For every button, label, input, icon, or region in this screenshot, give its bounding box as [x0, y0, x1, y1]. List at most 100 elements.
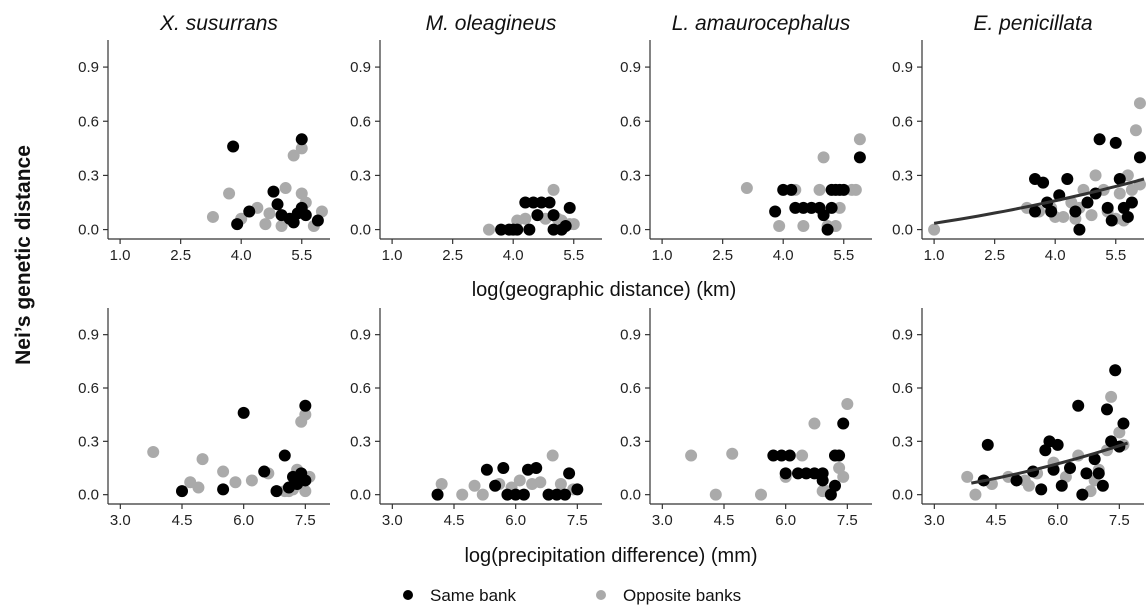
- panel-3: L. amaurocephalus 0.0 0.3 0.6 0.9 1.0 2.5 4.0 5.…: [620, 12, 872, 264]
- y-tick-label: 0.9: [892, 59, 913, 76]
- x-tick-label: 3.0: [652, 512, 673, 529]
- opposite-banks-point: [797, 219, 810, 232]
- y-tick-label: 0.3: [78, 167, 99, 184]
- y-tick-label: 0.3: [350, 167, 371, 184]
- same-bank-point: [1037, 176, 1050, 189]
- same-bank-point: [489, 479, 502, 492]
- x-tick-label: 7.5: [295, 512, 316, 529]
- y-tick-label: 0.6: [350, 380, 371, 397]
- opposite-banks-point: [685, 449, 698, 462]
- opposite-banks-point: [833, 462, 846, 474]
- y-tick-label: 0.3: [892, 433, 913, 450]
- panel-title: L. amaurocephalus: [672, 12, 851, 35]
- opposite-banks-point: [295, 142, 308, 155]
- same-bank-point: [783, 449, 796, 462]
- opposite-banks-point: [206, 210, 219, 223]
- same-bank-point: [563, 467, 576, 480]
- panel-6: 0.0 0.3 0.6 0.9 3.0 4.5 6.0 7.5: [350, 308, 602, 529]
- same-bank-point: [1125, 196, 1138, 209]
- same-bank-point: [1133, 151, 1146, 164]
- opposite-banks-point: [295, 187, 308, 200]
- same-bank-point: [779, 467, 792, 480]
- opposite-banks-point: [482, 223, 495, 236]
- same-bank-point: [176, 485, 188, 498]
- x-tick-label: 5.5: [563, 247, 584, 264]
- trend-line: [971, 441, 1129, 485]
- same-bank-point: [1101, 201, 1114, 214]
- opposite-banks-point: [476, 488, 489, 501]
- same-bank-point: [1010, 474, 1023, 487]
- opposite-banks-point: [217, 465, 230, 478]
- x-tick-label: 1.0: [382, 247, 403, 264]
- same-bank-point: [1109, 364, 1122, 377]
- same-bank-point: [829, 479, 841, 492]
- y-tick-label: 0.3: [620, 167, 641, 184]
- y-tick-label: 0.3: [620, 433, 641, 450]
- same-bank-point: [1073, 223, 1086, 236]
- y-tick-label: 0.0: [892, 222, 913, 239]
- points-group: [147, 399, 316, 498]
- opposite-banks-point: [299, 485, 312, 498]
- x-tick-label: 6.0: [775, 512, 796, 529]
- x-tick-label: 4.0: [503, 247, 524, 264]
- points-group: [685, 398, 854, 501]
- panel-7: 0.0 0.3 0.6 0.9 3.0 4.5 6.0 7.5: [620, 308, 872, 529]
- same-bank-point: [1109, 136, 1122, 149]
- x-tick-label: 2.5: [984, 247, 1005, 264]
- same-bank-point: [531, 209, 544, 222]
- same-bank-point: [543, 196, 556, 209]
- x-tick-label: 2.5: [442, 247, 463, 264]
- opposite-banks-point: [849, 183, 862, 196]
- trend-line: [933, 177, 1145, 225]
- opposite-banks-point: [817, 151, 830, 164]
- x-tick-label: 4.5: [714, 512, 735, 529]
- opposite-banks-point: [456, 488, 469, 501]
- same-bank-point: [530, 462, 543, 474]
- same-bank-point: [1072, 399, 1085, 412]
- same-bank-point: [1051, 438, 1064, 451]
- opposite-banks-point: [526, 478, 539, 490]
- x-tick-label: 3.0: [110, 512, 131, 529]
- legend-marker-same-bank: [403, 590, 413, 600]
- same-bank-point: [227, 140, 240, 153]
- opposite-banks-point: [519, 212, 532, 225]
- y-tick-label: 0.6: [78, 113, 99, 130]
- y-tick-label: 0.9: [78, 59, 99, 76]
- x-tick-label: 5.5: [833, 247, 854, 264]
- panel-title: E. penicillata: [973, 12, 1092, 35]
- same-bank-point: [547, 223, 560, 236]
- same-bank-point: [1088, 453, 1101, 466]
- y-tick-label: 0.9: [620, 327, 641, 344]
- opposite-banks-point: [547, 183, 560, 196]
- same-bank-point: [1101, 403, 1113, 416]
- opposite-banks-point: [554, 478, 567, 490]
- opposite-banks-point: [435, 478, 448, 490]
- panel-4: E. penicillata 0.0 0.3 0.6 0.9 1.0 2.5 4.0 5.5: [892, 12, 1146, 264]
- y-tick-label: 0.3: [78, 433, 99, 450]
- opposite-banks-point: [1105, 390, 1118, 403]
- same-bank-point: [509, 488, 522, 501]
- same-bank-point: [270, 485, 283, 498]
- opposite-banks-point: [299, 408, 312, 421]
- x-axis-label-bottom: log(precipitation difference) (mm): [464, 545, 757, 567]
- same-bank-point: [821, 223, 834, 236]
- same-bank-point: [299, 474, 312, 487]
- same-bank-point: [295, 133, 308, 146]
- x-tick-label: 1.0: [110, 247, 131, 264]
- same-bank-point: [816, 474, 829, 487]
- opposite-banks-point: [147, 446, 160, 458]
- same-bank-point: [837, 417, 850, 430]
- same-bank-point: [800, 467, 813, 480]
- same-bank-point: [825, 201, 838, 214]
- x-tick-label: 7.5: [567, 512, 588, 529]
- x-tick-label: 3.0: [382, 512, 403, 529]
- panel-1: X. susurrans 0.0 0.3 0.6 0.9 1.0 2.5 4.0 5.5: [78, 12, 330, 264]
- x-tick-label: 1.0: [652, 247, 673, 264]
- y-tick-label: 0.6: [892, 380, 913, 397]
- same-bank-point: [267, 185, 280, 198]
- same-bank-point: [271, 198, 284, 211]
- same-bank-point: [217, 483, 230, 496]
- same-bank-point: [243, 205, 256, 218]
